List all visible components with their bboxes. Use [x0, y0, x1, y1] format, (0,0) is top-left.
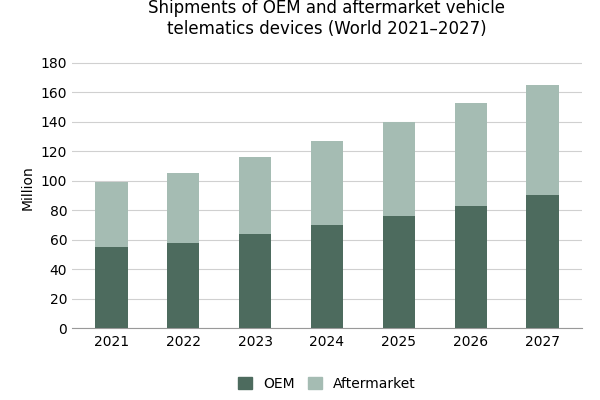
Y-axis label: Million: Million [21, 166, 35, 210]
Bar [455, 206, 487, 328]
Bar [167, 173, 199, 242]
Title: Shipments of OEM and aftermarket vehicle
telematics devices (World 2021–2027): Shipments of OEM and aftermarket vehicle… [149, 0, 505, 38]
Bar [383, 122, 415, 216]
Legend: OEM, Aftermarket: OEM, Aftermarket [232, 371, 422, 396]
Bar [526, 195, 559, 328]
Bar [95, 182, 128, 247]
Bar [383, 216, 415, 328]
Bar [239, 234, 271, 328]
Bar [167, 242, 199, 328]
Bar [311, 225, 343, 328]
Bar [311, 141, 343, 225]
Bar [239, 157, 271, 234]
Bar [95, 247, 128, 328]
Bar [526, 85, 559, 195]
Bar [455, 102, 487, 206]
